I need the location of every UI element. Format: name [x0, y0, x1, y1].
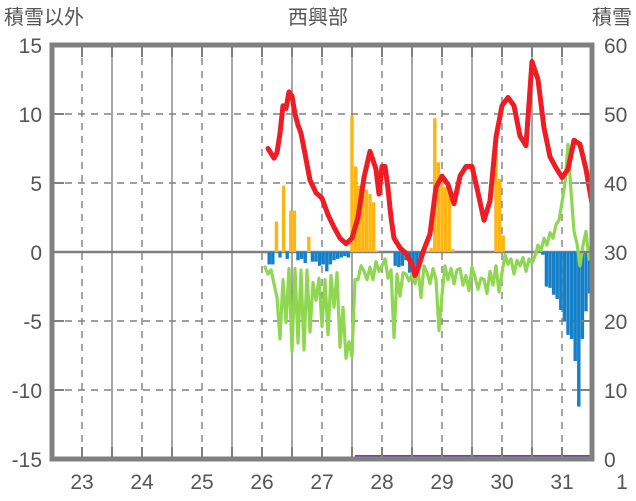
left-axis-tick: 0: [30, 242, 42, 265]
left-axis-tick: 5: [30, 173, 42, 196]
x-axis-tick: 30: [490, 471, 513, 494]
left-axis-title: 積雪以外: [4, 5, 84, 29]
x-axis-tick: 23: [70, 471, 93, 494]
x-axis-tick: 28: [370, 471, 393, 494]
left-axis-tick: -15: [12, 449, 42, 472]
axis-frame: [49, 42, 595, 462]
right-axis-tick: 30: [604, 242, 627, 265]
left-axis-tick: -5: [23, 311, 42, 334]
x-axis-tick: 24: [130, 471, 154, 494]
data-series-lines: [263, 59, 595, 360]
right-axis-tick: 10: [604, 380, 627, 403]
right-axis-tick: 40: [604, 173, 627, 196]
right-axis-title: 積雪: [592, 5, 632, 29]
right-axis-tick: 50: [604, 104, 627, 127]
left-axis-tick: -10: [12, 380, 42, 403]
x-axis-tick: 31: [550, 471, 573, 494]
page-title: 西興部: [288, 5, 348, 29]
right-axis-tick: 60: [604, 35, 627, 58]
left-axis-tick: 15: [19, 35, 42, 58]
x-axis-tick: 26: [250, 471, 273, 494]
x-axis-tick: 29: [430, 471, 453, 494]
left-axis-tick: 10: [19, 104, 42, 127]
right-axis-tick: 0: [604, 449, 616, 472]
x-axis-tick: 1: [616, 471, 628, 494]
x-axis-tick: 27: [310, 471, 333, 494]
x-axis-tick: 25: [190, 471, 213, 494]
right-axis-tick: 20: [604, 311, 627, 334]
